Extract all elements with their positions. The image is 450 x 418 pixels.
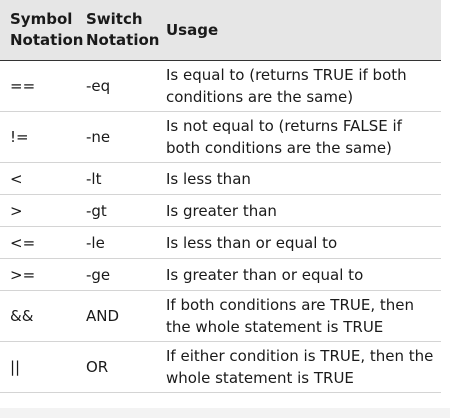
table-row: == -eq Is equal to (returns TRUE if both… xyxy=(0,60,441,112)
header-symbol-label: Symbol Notation xyxy=(10,10,84,49)
header-usage-label: Usage xyxy=(166,20,219,39)
table-body: == -eq Is equal to (returns TRUE if both… xyxy=(0,60,441,393)
table-row: >= -ge Is greater than or equal to xyxy=(0,258,441,291)
symbol-cell: >= xyxy=(0,258,80,291)
usage-cell: If both conditions are TRUE, then the wh… xyxy=(160,290,441,342)
table-row: && AND If both conditions are TRUE, then… xyxy=(0,290,441,342)
table-row: < -lt Is less than xyxy=(0,162,441,195)
usage-cell: Is not equal to (returns FALSE if both c… xyxy=(160,111,441,163)
symbol-cell: || xyxy=(0,341,80,393)
table-row: <= -le Is less than or equal to xyxy=(0,226,441,259)
symbol-cell: && xyxy=(0,290,80,342)
switch-cell: OR xyxy=(80,341,160,393)
table-row: || OR If either condition is TRUE, then … xyxy=(0,341,441,393)
usage-cell: Is less than xyxy=(160,162,441,195)
switch-cell: -lt xyxy=(80,162,160,195)
switch-cell: -ne xyxy=(80,111,160,163)
header-usage: Usage xyxy=(160,0,441,61)
comparison-operators-table: Symbol Notation Switch Notation Usage ==… xyxy=(0,0,441,393)
symbol-cell: < xyxy=(0,162,80,195)
switch-cell: -ge xyxy=(80,258,160,291)
usage-cell: Is equal to (returns TRUE if both condit… xyxy=(160,60,441,112)
symbol-cell: == xyxy=(0,60,80,112)
switch-cell: -le xyxy=(80,226,160,259)
usage-cell: Is greater than or equal to xyxy=(160,258,441,291)
table-row: != -ne Is not equal to (returns FALSE if… xyxy=(0,111,441,163)
header-symbol-notation: Symbol Notation xyxy=(0,0,84,61)
usage-cell: Is less than or equal to xyxy=(160,226,441,259)
table-row: > -gt Is greater than xyxy=(0,194,441,227)
switch-cell: -eq xyxy=(80,60,160,112)
symbol-cell: != xyxy=(0,111,80,163)
header-switch-notation: Switch Notation xyxy=(80,0,160,61)
table-header: Symbol Notation Switch Notation Usage xyxy=(0,0,441,61)
switch-cell: -gt xyxy=(80,194,160,227)
usage-cell: If either condition is TRUE, then the wh… xyxy=(160,341,441,393)
symbol-cell: <= xyxy=(0,226,80,259)
bottom-edge-bar xyxy=(0,408,450,418)
usage-cell: Is greater than xyxy=(160,194,441,227)
header-switch-label: Switch Notation xyxy=(86,10,160,49)
switch-cell: AND xyxy=(80,290,160,342)
symbol-cell: > xyxy=(0,194,80,227)
operators-table-container: Symbol Notation Switch Notation Usage ==… xyxy=(0,0,441,393)
header-row: Symbol Notation Switch Notation Usage xyxy=(0,0,441,61)
